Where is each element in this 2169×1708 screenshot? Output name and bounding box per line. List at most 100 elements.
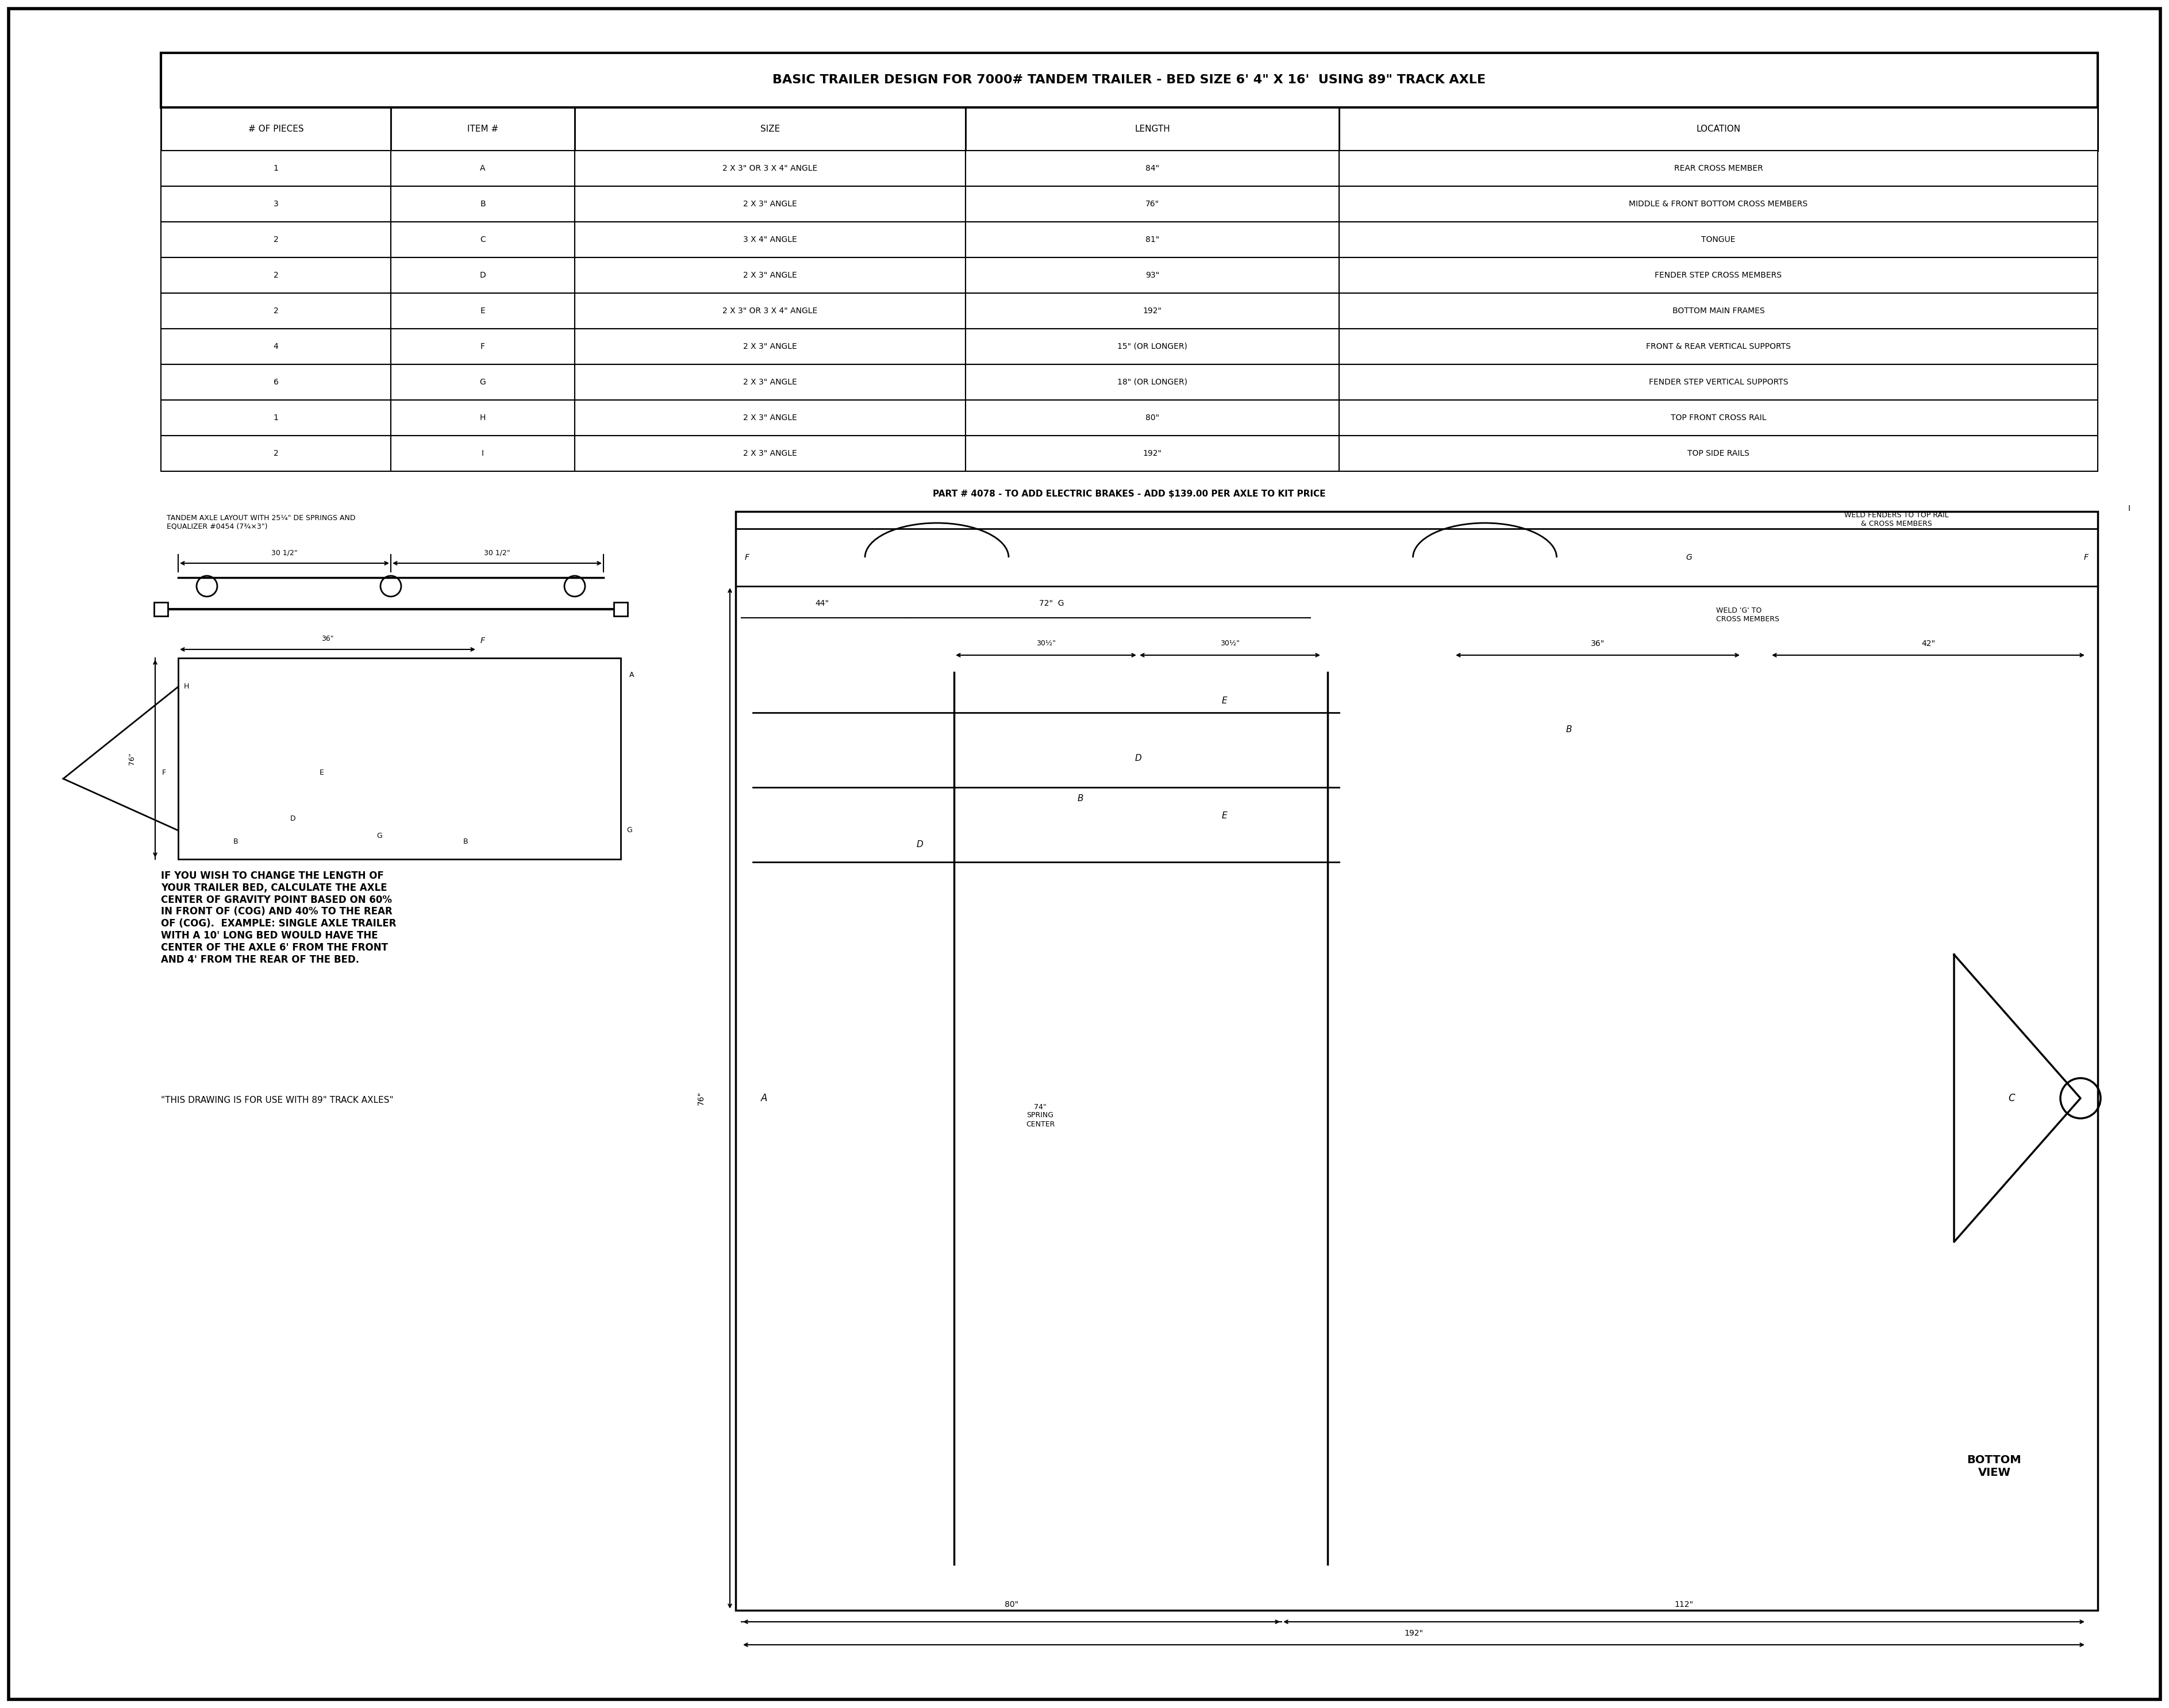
Bar: [965, 328, 1338, 364]
Text: G: G: [627, 827, 631, 834]
Bar: [965, 108, 1338, 150]
Bar: [575, 150, 965, 186]
Text: 30½": 30½": [1221, 640, 1241, 647]
Text: A: A: [761, 1093, 768, 1103]
Text: 2 X 3" ANGLE: 2 X 3" ANGLE: [744, 272, 796, 280]
Bar: [178, 658, 620, 859]
Bar: [161, 328, 390, 364]
Bar: [965, 400, 1338, 436]
Bar: [161, 364, 390, 400]
Bar: [161, 222, 390, 258]
Bar: [575, 328, 965, 364]
Text: 76": 76": [696, 1091, 705, 1105]
Text: BOTTOM MAIN FRAMES: BOTTOM MAIN FRAMES: [1672, 307, 1766, 314]
Text: H: H: [479, 413, 486, 422]
Bar: [390, 186, 575, 222]
Text: 76": 76": [128, 752, 137, 765]
Text: I: I: [2128, 504, 2130, 512]
Text: LENGTH: LENGTH: [1134, 125, 1169, 133]
Text: F: F: [744, 553, 750, 562]
Text: B: B: [232, 839, 239, 845]
Bar: [965, 258, 1338, 294]
Text: 2: 2: [273, 449, 278, 458]
Bar: [390, 108, 575, 150]
Text: ITEM #: ITEM #: [466, 125, 499, 133]
Text: D: D: [291, 815, 295, 823]
Text: 30 1/2": 30 1/2": [271, 550, 297, 557]
Text: IF YOU WISH TO CHANGE THE LENGTH OF
YOUR TRAILER BED, CALCULATE THE AXLE
CENTER : IF YOU WISH TO CHANGE THE LENGTH OF YOUR…: [161, 871, 397, 965]
Bar: [1338, 258, 2097, 294]
Text: 30½": 30½": [1037, 640, 1056, 647]
Text: B: B: [1566, 726, 1573, 734]
Bar: [390, 400, 575, 436]
Text: PART # 4078 - TO ADD ELECTRIC BRAKES - ADD $139.00 PER AXLE TO KIT PRICE: PART # 4078 - TO ADD ELECTRIC BRAKES - A…: [933, 490, 1325, 499]
Bar: [575, 400, 965, 436]
Bar: [1338, 400, 2097, 436]
Text: 72"  G: 72" G: [1039, 600, 1065, 608]
Bar: [161, 436, 390, 471]
Text: 2 X 3" OR 3 X 4" ANGLE: 2 X 3" OR 3 X 4" ANGLE: [722, 307, 818, 314]
Text: 80": 80": [1145, 413, 1158, 422]
Text: F: F: [482, 343, 486, 350]
Bar: [965, 364, 1338, 400]
Text: G: G: [377, 832, 382, 840]
Bar: [1338, 294, 2097, 328]
Text: F: F: [163, 769, 165, 777]
Text: E: E: [1221, 697, 1228, 705]
Text: TANDEM AXLE LAYOUT WITH 25¼" DE SPRINGS AND
EQUALIZER #0454 (7¾×3"): TANDEM AXLE LAYOUT WITH 25¼" DE SPRINGS …: [167, 514, 356, 531]
Text: FRONT & REAR VERTICAL SUPPORTS: FRONT & REAR VERTICAL SUPPORTS: [1646, 343, 1792, 350]
Text: 15" (OR LONGER): 15" (OR LONGER): [1117, 343, 1186, 350]
Text: 2: 2: [273, 307, 278, 314]
Text: B: B: [462, 839, 469, 845]
Bar: [965, 222, 1338, 258]
Text: 2 X 3" ANGLE: 2 X 3" ANGLE: [744, 377, 796, 386]
Text: G: G: [479, 377, 486, 386]
Text: F: F: [482, 637, 486, 646]
Text: 18" (OR LONGER): 18" (OR LONGER): [1117, 377, 1186, 386]
Text: 6: 6: [273, 377, 278, 386]
Bar: [575, 436, 965, 471]
Text: LOCATION: LOCATION: [1696, 125, 1740, 133]
Bar: [965, 186, 1338, 222]
Text: D: D: [1134, 755, 1141, 763]
Text: BASIC TRAILER DESIGN FOR 7000# TANDEM TRAILER - BED SIZE 6' 4" X 16'  USING 89" : BASIC TRAILER DESIGN FOR 7000# TANDEM TR…: [772, 75, 1486, 85]
Bar: [161, 108, 2097, 150]
Bar: [161, 258, 390, 294]
Bar: [161, 53, 2097, 108]
Bar: [390, 222, 575, 258]
Bar: [1338, 222, 2097, 258]
Bar: [735, 529, 2097, 586]
Text: I: I: [482, 449, 484, 458]
Bar: [575, 258, 965, 294]
Text: C: C: [2008, 1093, 2015, 1103]
Bar: [390, 150, 575, 186]
Text: B: B: [479, 200, 486, 208]
Text: 192": 192": [1403, 1629, 1423, 1638]
Text: 2: 2: [273, 272, 278, 280]
Text: E: E: [319, 769, 323, 777]
Bar: [965, 150, 1338, 186]
Bar: [390, 328, 575, 364]
Text: 2 X 3" ANGLE: 2 X 3" ANGLE: [744, 200, 796, 208]
Bar: [1338, 436, 2097, 471]
Text: G: G: [1685, 553, 1692, 562]
Text: 84": 84": [1145, 164, 1158, 173]
Text: H: H: [184, 683, 189, 690]
Text: A: A: [629, 671, 633, 680]
Text: 1: 1: [273, 413, 278, 422]
Text: D: D: [915, 840, 924, 849]
Text: 1: 1: [273, 164, 278, 173]
Text: 2: 2: [273, 236, 278, 244]
Text: D: D: [479, 272, 486, 280]
Text: 3 X 4" ANGLE: 3 X 4" ANGLE: [744, 236, 796, 244]
Text: REAR CROSS MEMBER: REAR CROSS MEMBER: [1674, 164, 1763, 173]
Bar: [575, 294, 965, 328]
Text: 36": 36": [1590, 639, 1605, 647]
Text: 2 X 3" ANGLE: 2 X 3" ANGLE: [744, 413, 796, 422]
Bar: [965, 436, 1338, 471]
Text: 74"
SPRING
CENTER: 74" SPRING CENTER: [1026, 1103, 1054, 1127]
Bar: [161, 108, 390, 150]
Bar: [1338, 186, 2097, 222]
Text: MIDDLE & FRONT BOTTOM CROSS MEMBERS: MIDDLE & FRONT BOTTOM CROSS MEMBERS: [1629, 200, 1807, 208]
Text: F: F: [2084, 553, 2089, 562]
